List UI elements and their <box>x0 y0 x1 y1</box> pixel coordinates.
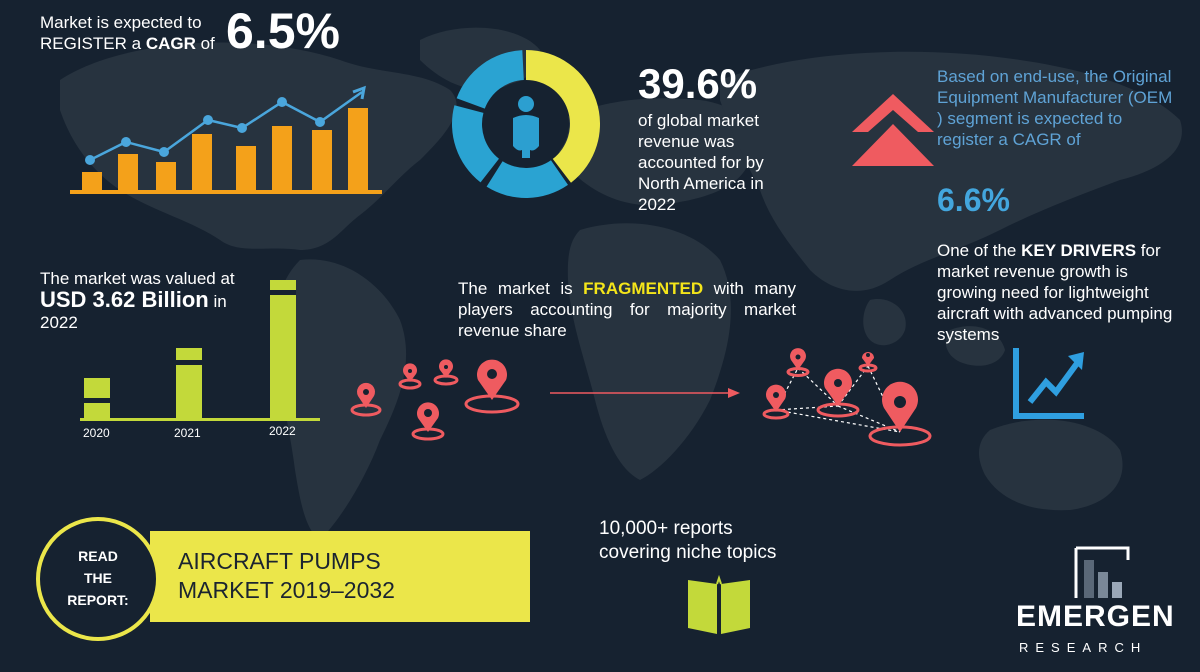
year-label-2020: 2020 <box>83 426 110 440</box>
report-title[interactable]: AIRCRAFT PUMPS MARKET 2019–2032 <box>178 547 508 605</box>
location-pin-icon <box>824 368 852 406</box>
valuation-year: 2022 <box>40 313 78 332</box>
oem-cagr-value: 6.6% <box>937 182 1010 218</box>
key-drivers-text: One of the KEY DRIVERS for market revenu… <box>937 241 1173 344</box>
donut-segment-other <box>486 160 568 198</box>
logo-wordmark: EMERGEN <box>1016 600 1175 633</box>
reports-line2: covering niche topics <box>599 542 777 563</box>
bar-2021 <box>176 348 202 418</box>
north-america-share-value: 39.6% <box>638 60 758 107</box>
oem-text: Based on end-use, the Original Equipment… <box>937 67 1173 149</box>
location-pin-icon <box>477 359 507 400</box>
valuation-line2: USD 3.62 Billion in <box>40 287 227 312</box>
read-report-badge[interactable] <box>36 517 160 641</box>
reports-caption: 10,000+ reports covering niche topics <box>599 517 839 565</box>
location-pin-icon <box>766 384 786 412</box>
connection-arrow <box>550 388 740 398</box>
year-label-2021: 2021 <box>174 426 201 440</box>
north-america-share-text: of global market revenue was accounted f… <box>638 111 764 214</box>
open-book-icon <box>688 574 750 634</box>
cagr-line2: REGISTER a CAGR of <box>40 34 215 53</box>
donut-segment-other <box>452 105 499 183</box>
read-report-label[interactable]: READ THE REPORT: <box>67 548 129 608</box>
valuation-caption: The market was valued at USD 3.62 Billio… <box>40 268 270 333</box>
logo-subtitle: RESEARCH <box>1019 640 1148 655</box>
year-label-2022: 2022 <box>269 424 296 438</box>
report-banner[interactable] <box>150 531 530 622</box>
emergen-logo-icon <box>1074 546 1130 598</box>
location-pins-scattered <box>350 359 520 441</box>
donut-person-icon <box>452 50 600 198</box>
donut-segment-other <box>456 50 524 109</box>
bar-2022 <box>270 280 296 418</box>
cagr-value: 6.5% <box>226 3 340 59</box>
report-title-line1: AIRCRAFT PUMPS <box>178 548 381 574</box>
trend-up-icon <box>1013 348 1084 419</box>
report-title-line2: MARKET 2019–2032 <box>178 577 395 603</box>
cagr-line1: Market is expected to <box>40 13 202 32</box>
valuation-bar-chart <box>80 280 320 421</box>
double-up-arrow-icon <box>852 94 934 166</box>
reports-line1: 10,000+ reports <box>599 518 733 539</box>
donut-segment-north-america <box>526 50 600 183</box>
location-pin-icon <box>862 352 874 366</box>
cagr-caption: Market is expected to REGISTER a CAGR of <box>40 12 230 54</box>
location-pin-icon <box>417 402 439 432</box>
location-pins-network <box>762 348 932 447</box>
growth-chart-icon <box>70 85 382 194</box>
fragmented-text: The market is FRAGMENTED with many playe… <box>458 279 796 340</box>
valuation-value: USD 3.62 Billion <box>40 287 209 312</box>
valuation-line1: The market was valued at <box>40 269 235 288</box>
location-pin-icon <box>357 382 375 408</box>
